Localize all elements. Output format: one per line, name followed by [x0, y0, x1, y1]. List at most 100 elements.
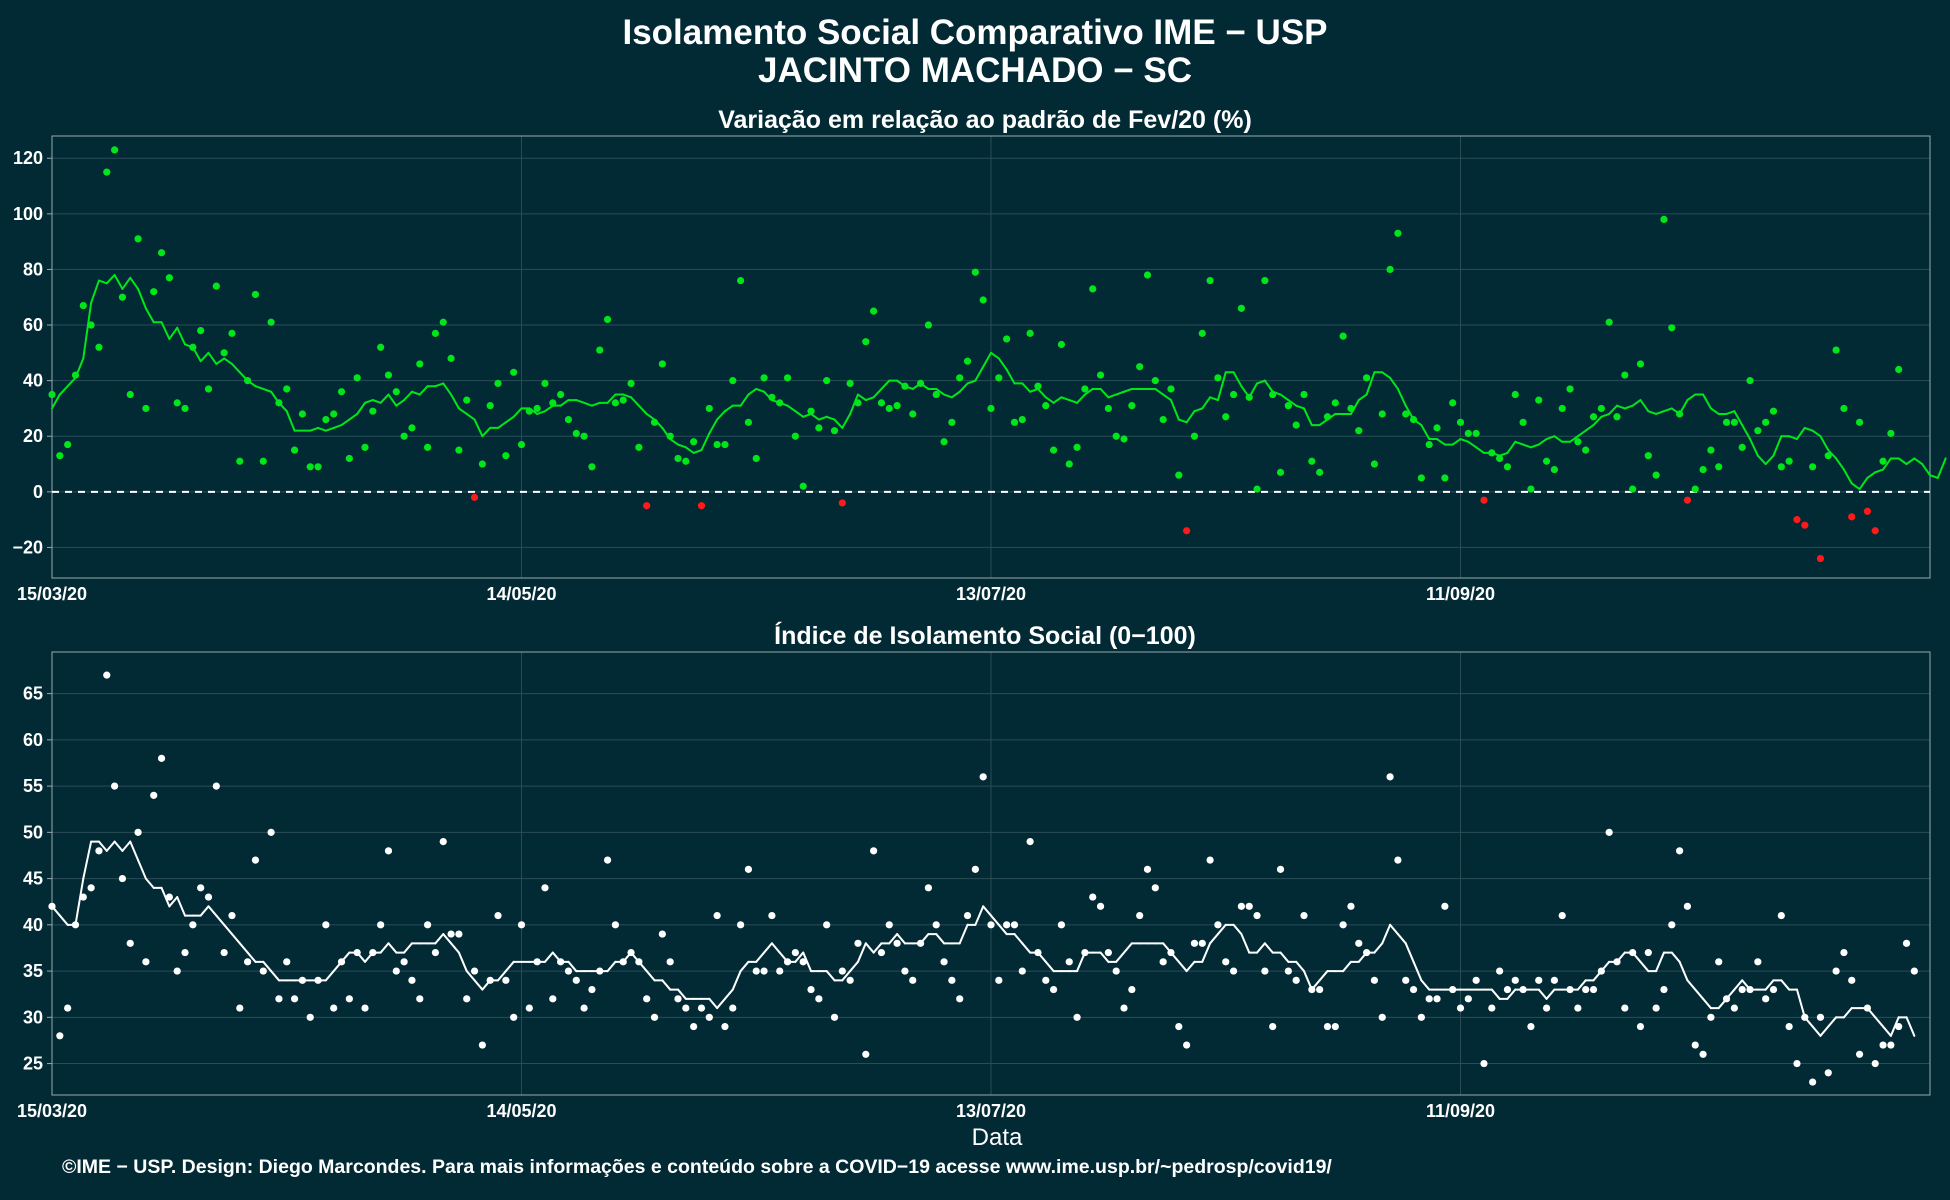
index-point: [361, 1004, 369, 1012]
index-point: [1057, 921, 1066, 929]
index-moving-average-segment: [238, 942, 249, 954]
variation-moving-average-segment: [1835, 457, 1845, 471]
index-point: [799, 958, 807, 966]
index-moving-average-segment: [1819, 1025, 1830, 1037]
index-moving-average-segment: [958, 923, 969, 945]
variation-moving-average-segment: [1357, 393, 1368, 402]
variation-point: [1347, 404, 1355, 413]
index-point: [666, 958, 674, 966]
variation-moving-average-segment: [739, 393, 750, 407]
index-point: [525, 1004, 533, 1012]
variation-point: [1871, 527, 1879, 535]
variation-point: [1253, 485, 1261, 493]
index-point: [557, 958, 565, 966]
index-moving-average-segment: [896, 933, 906, 945]
y-tick-label: 60: [23, 315, 43, 335]
index-point: [369, 948, 377, 957]
variation-point: [1699, 465, 1707, 474]
index-moving-average-segment: [105, 840, 116, 852]
index-point: [212, 782, 220, 790]
index-point: [431, 948, 440, 957]
y-tick-label: 0: [33, 482, 43, 502]
index-point: [111, 782, 119, 790]
index-point: [1010, 921, 1019, 929]
variation-point: [768, 393, 776, 401]
variation-moving-average-segment: [1921, 463, 1931, 477]
variation-point: [737, 276, 745, 285]
variation-point: [1222, 413, 1230, 421]
index-point: [854, 939, 862, 947]
index-point: [1480, 1059, 1488, 1068]
index-point: [517, 921, 526, 929]
variation-moving-average-segment: [137, 287, 147, 310]
index-point: [1660, 985, 1668, 994]
bottom-plot-area: 15/03/20 14/05/20 13/07/20 11/09/20 25 30 35 40…: [17, 651, 1931, 1121]
variation-moving-average-segment: [1279, 393, 1290, 402]
variation-moving-average-segment: [1882, 457, 1892, 471]
index-moving-average-segment: [794, 951, 805, 963]
variation-moving-average-segment: [58, 385, 69, 396]
variation-point: [1417, 474, 1425, 482]
index-point: [1652, 1004, 1660, 1012]
index-point: [776, 967, 784, 975]
index-point: [995, 976, 1003, 984]
variation-point: [142, 404, 150, 413]
index-point: [1136, 911, 1144, 920]
variation-point: [1331, 399, 1339, 407]
index-moving-average-segment: [1342, 960, 1352, 973]
index-moving-average-segment: [473, 979, 484, 991]
index-point: [674, 995, 682, 1003]
variation-moving-average-segment: [1788, 435, 1798, 441]
variation-moving-average-segment: [1154, 387, 1165, 396]
index-moving-average-segment: [1209, 933, 1219, 945]
variation-moving-average-segment: [1303, 407, 1313, 427]
index-point: [165, 893, 173, 901]
variation-point: [940, 438, 948, 446]
variation-point: [1848, 513, 1856, 521]
variation-point: [1722, 418, 1731, 426]
variation-moving-average-segment: [1083, 387, 1094, 396]
index-point: [1558, 911, 1566, 920]
index-point: [690, 1022, 698, 1031]
index-moving-average-segment: [974, 905, 985, 926]
variation-moving-average-segment: [1193, 407, 1204, 413]
index-moving-average-segment: [1021, 942, 1032, 954]
variation-moving-average-segment: [1866, 471, 1877, 479]
index-point: [1722, 995, 1731, 1003]
index-point: [1003, 921, 1011, 929]
variation-point: [729, 377, 737, 385]
variation-point: [212, 282, 220, 290]
index-moving-average-segment: [1795, 988, 1806, 1019]
index-point: [157, 754, 166, 762]
variation-moving-average-segment: [356, 401, 366, 415]
index-moving-average-segment: [1905, 1016, 1916, 1037]
index-moving-average-segment: [567, 960, 578, 973]
variation-point: [1010, 418, 1019, 426]
index-point: [1112, 967, 1120, 975]
index-point: [1636, 1022, 1645, 1031]
variation-moving-average-segment: [1749, 438, 1759, 457]
index-moving-average-segment: [1420, 979, 1431, 991]
variation-point: [244, 377, 252, 385]
variation-moving-average-segment: [199, 351, 210, 363]
variation-point: [1676, 410, 1684, 418]
variation-moving-average-segment: [1897, 457, 1908, 466]
index-point: [1292, 976, 1300, 984]
index-moving-average-segment: [1811, 1025, 1822, 1037]
variation-moving-average-segment: [1396, 387, 1407, 407]
variation-moving-average-segment: [1725, 410, 1736, 415]
index-point: [1143, 865, 1152, 873]
variation-point: [173, 399, 181, 407]
index-point: [1409, 985, 1418, 994]
index-point: [1855, 1050, 1864, 1058]
index-point: [1261, 967, 1269, 975]
index-point: [1198, 939, 1206, 947]
variation-moving-average-segment: [1741, 424, 1752, 441]
variation-moving-average-segment: [559, 399, 570, 407]
index-point: [1769, 985, 1778, 994]
index-point: [846, 976, 854, 984]
variation-point: [455, 446, 463, 454]
variation-point: [1363, 374, 1371, 382]
index-point: [337, 958, 346, 966]
variation-point: [971, 268, 979, 276]
